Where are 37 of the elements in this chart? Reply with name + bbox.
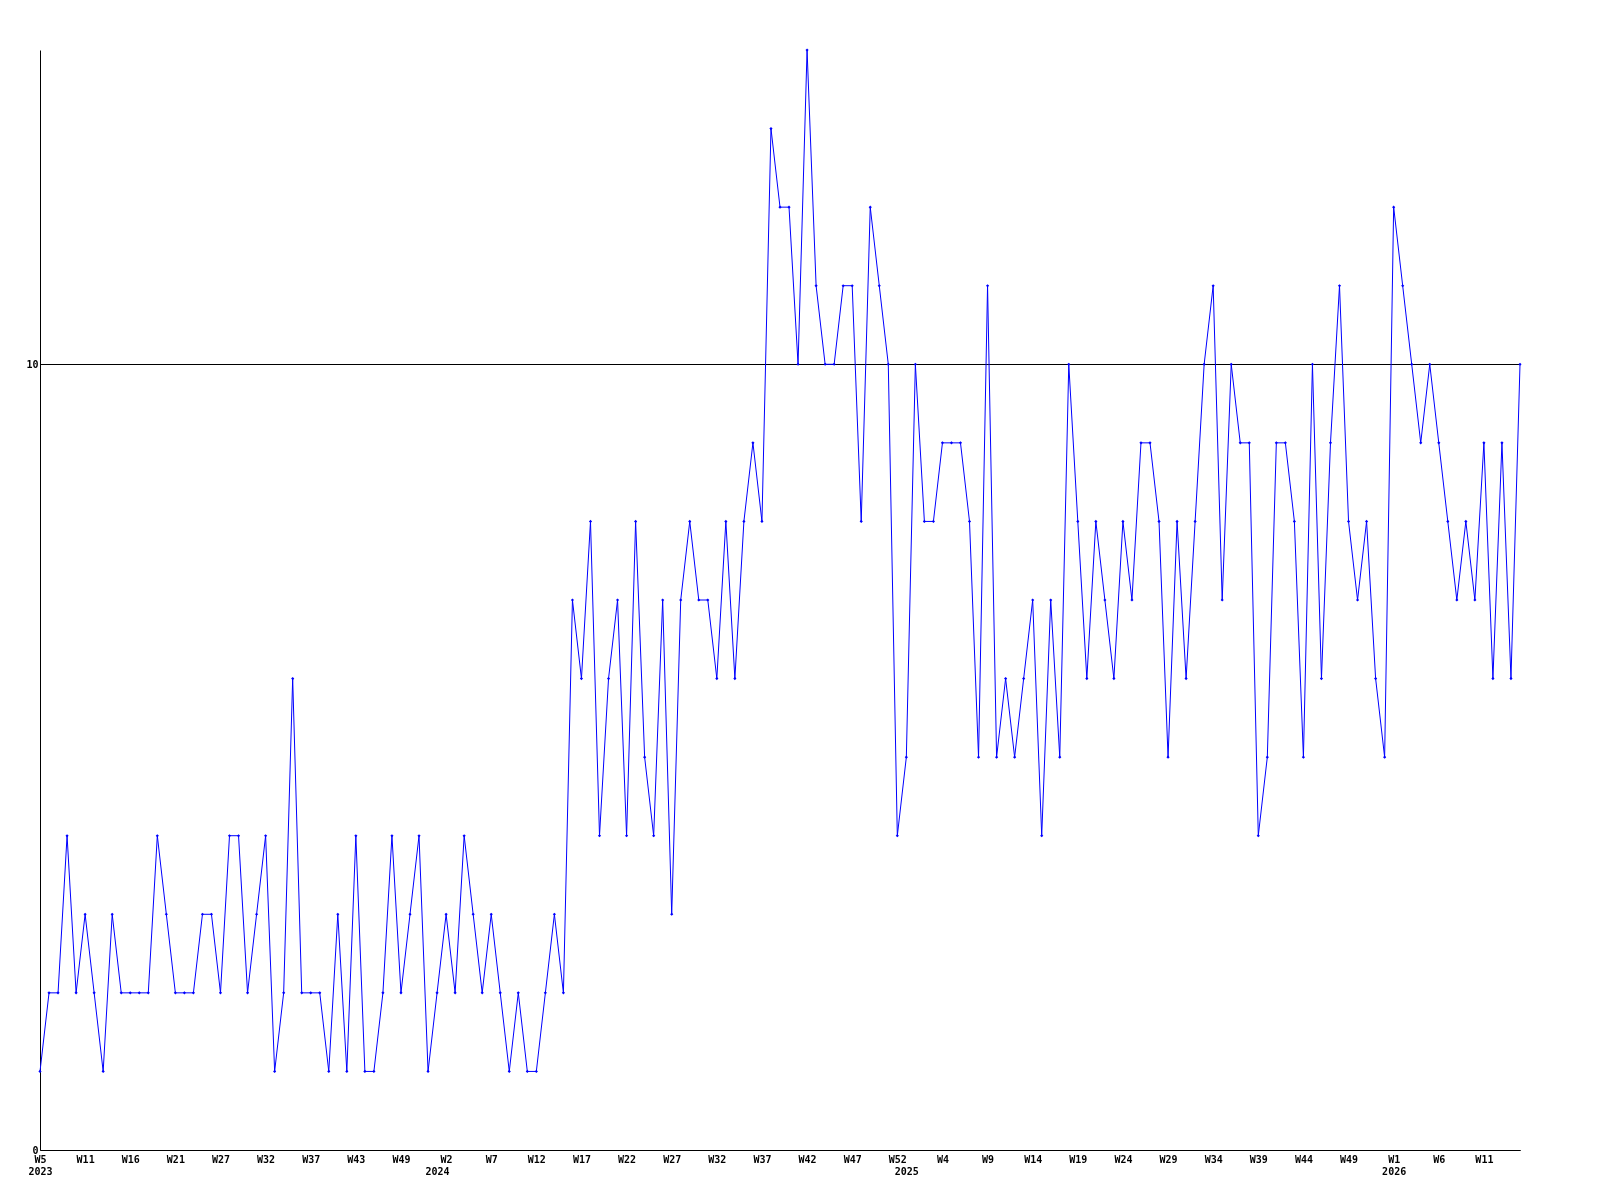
x-tick-label: W52 (888, 1153, 907, 1165)
x-tick-label: W7 (485, 1153, 498, 1165)
x-tick-label: W24 (1114, 1153, 1133, 1165)
x-tick-label: W16 (121, 1153, 140, 1165)
x-tick-label: W29 (1159, 1153, 1178, 1165)
x-tick-label: W34 (1204, 1153, 1223, 1165)
x-tick-label: W19 (1069, 1153, 1088, 1165)
x-tick-label: W4 (936, 1153, 949, 1165)
x-tick-label: W17 (572, 1153, 591, 1165)
x-tick-label: W32 (708, 1153, 727, 1165)
y-tick-label: 0 (32, 1144, 39, 1156)
x-tick-label: W21 (166, 1153, 185, 1165)
x-tick-label: W11 (76, 1153, 95, 1165)
x-tick-label: 2025 (894, 1165, 919, 1177)
x-tick-label: W37 (302, 1153, 321, 1165)
x-tick-label: W6 (1433, 1153, 1446, 1165)
x-tick-label: W39 (1249, 1153, 1268, 1165)
x-tick-label: W32 (257, 1153, 276, 1165)
x-tick-label: W27 (663, 1153, 682, 1165)
x-tick-label: W49 (1340, 1153, 1359, 1165)
x-tick-label: W47 (843, 1153, 862, 1165)
x-tick-label: 2024 (425, 1165, 450, 1177)
x-tick-label: W14 (1024, 1153, 1043, 1165)
x-tick-label: W37 (753, 1153, 772, 1165)
x-tick-label: W5 2023 (28, 1153, 53, 1177)
x-tick-label: W9 (982, 1153, 995, 1165)
x-tick-label: W11 (1475, 1153, 1494, 1165)
x-tick-label: W1 2026 (1382, 1153, 1407, 1177)
x-tick-label: W27 (211, 1153, 231, 1165)
x-tick-label: W44 (1294, 1153, 1313, 1165)
x-tick-label: W43 (347, 1153, 366, 1165)
x-tick-label: W2 (440, 1153, 453, 1165)
y-tick-label: 10 (26, 358, 39, 370)
x-tick-label: W22 (618, 1153, 637, 1165)
x-tick-label: W49 (392, 1153, 411, 1165)
x-tick-label: W42 (798, 1153, 817, 1165)
x-tick-label: W12 (527, 1153, 546, 1165)
